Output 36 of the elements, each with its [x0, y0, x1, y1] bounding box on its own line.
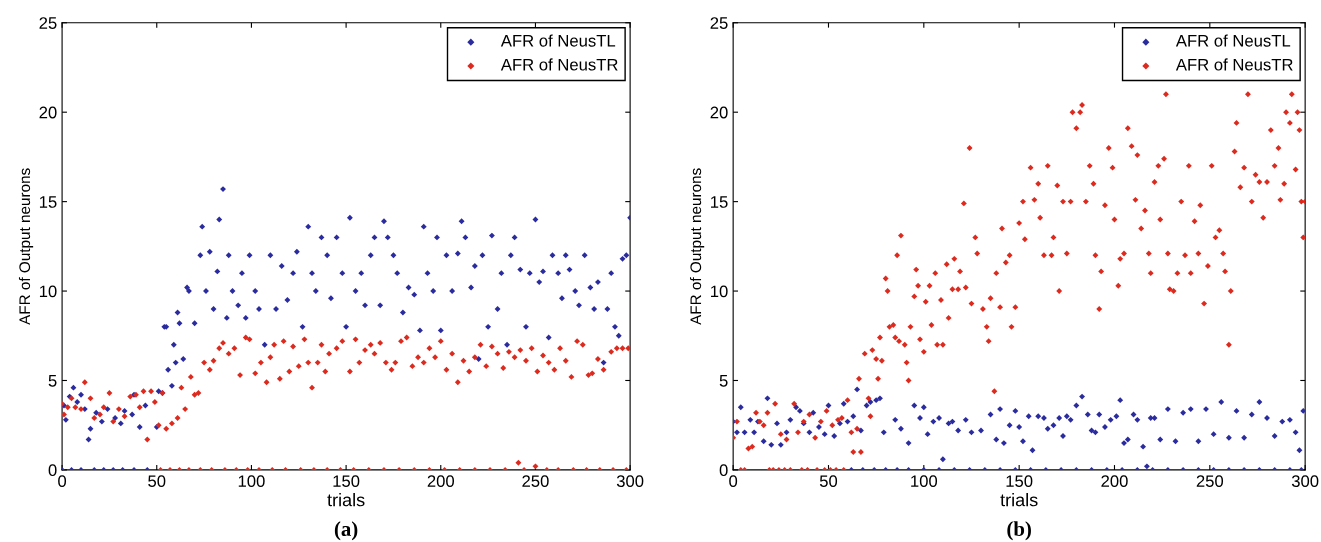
- x-tick-label: 150: [1006, 475, 1033, 488]
- x-tick-label: 200: [427, 475, 455, 488]
- y-tick-label: 15: [711, 196, 728, 208]
- legend-label: AFR of NeusTL: [1175, 34, 1291, 47]
- y-tick-label: 20: [39, 106, 57, 119]
- y-tick-label: 10: [39, 285, 57, 298]
- x-tick-label: 200: [1101, 475, 1128, 488]
- legend-label: AFR of NeusTR: [1175, 58, 1293, 71]
- x-axis-title: trials: [327, 493, 365, 507]
- text: (b): [1007, 521, 1031, 541]
- x-tick-label: 150: [333, 475, 360, 488]
- y-tick-label: 0: [719, 464, 728, 477]
- x-tick-label: 100: [238, 475, 265, 488]
- y-tick-label: 15: [39, 196, 57, 208]
- y-tick-label: 25: [710, 17, 728, 29]
- y-tick-label: 25: [39, 17, 57, 29]
- x-tick-label: 0: [58, 475, 67, 488]
- legend-label: AFR of NeusTR: [500, 58, 618, 71]
- y-tick-label: 10: [711, 285, 728, 298]
- x-tick-label: 100: [911, 475, 938, 488]
- x-axis-title: trials: [1000, 493, 1038, 507]
- text: (a): [334, 521, 358, 541]
- y-tick-label: 0: [48, 464, 57, 477]
- y-tick-label: 20: [710, 106, 728, 119]
- y-tick-label: 5: [48, 375, 57, 387]
- y-axis-title: AFR of Output neurons: [689, 168, 705, 325]
- y-tick-label: 5: [719, 375, 728, 387]
- legend-label: AFR of NeusTL: [500, 34, 616, 47]
- x-tick-label: 300: [616, 475, 644, 488]
- y-axis-title: AFR of Output neurons: [18, 168, 34, 325]
- x-tick-label: 50: [148, 475, 166, 488]
- x-tick-label: 0: [729, 475, 738, 488]
- x-tick-label: 250: [1196, 475, 1224, 488]
- x-tick-label: 50: [819, 475, 838, 488]
- x-tick-label: 300: [1291, 475, 1319, 488]
- x-tick-label: 250: [522, 475, 549, 488]
